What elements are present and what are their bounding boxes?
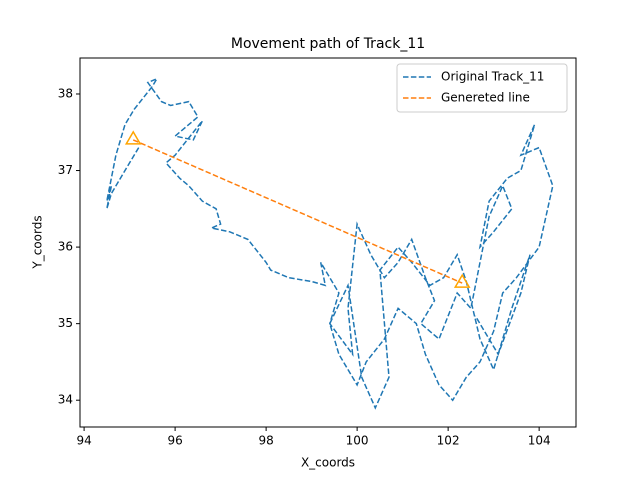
marker — [453, 273, 471, 288]
legend-box — [396, 63, 568, 113]
y-tick-label: 38 — [58, 86, 73, 100]
legend-label: Genereted line — [441, 91, 530, 105]
x-axis-label: X_coords — [301, 456, 355, 470]
x-tick-label: 96 — [167, 434, 182, 448]
series-line — [106, 77, 554, 410]
x-tick-label: 102 — [437, 434, 460, 448]
y-tick-label: 36 — [58, 240, 73, 254]
marker — [124, 130, 142, 145]
x-tick-label: 104 — [528, 434, 551, 448]
x-tick-label: 100 — [346, 434, 369, 448]
x-tick-label: 98 — [258, 434, 273, 448]
legend-label: Original Track_11 — [441, 70, 544, 84]
y-tick-label: 37 — [58, 163, 73, 177]
series-line — [132, 139, 463, 284]
plot-frame — [79, 57, 577, 428]
x-tick-label: 94 — [76, 434, 91, 448]
y-axis-label: Y_coords — [31, 215, 45, 269]
chart-title: Movement path of Track_11 — [231, 36, 425, 52]
y-tick-label: 35 — [58, 316, 73, 330]
y-tick-label: 34 — [58, 393, 73, 407]
